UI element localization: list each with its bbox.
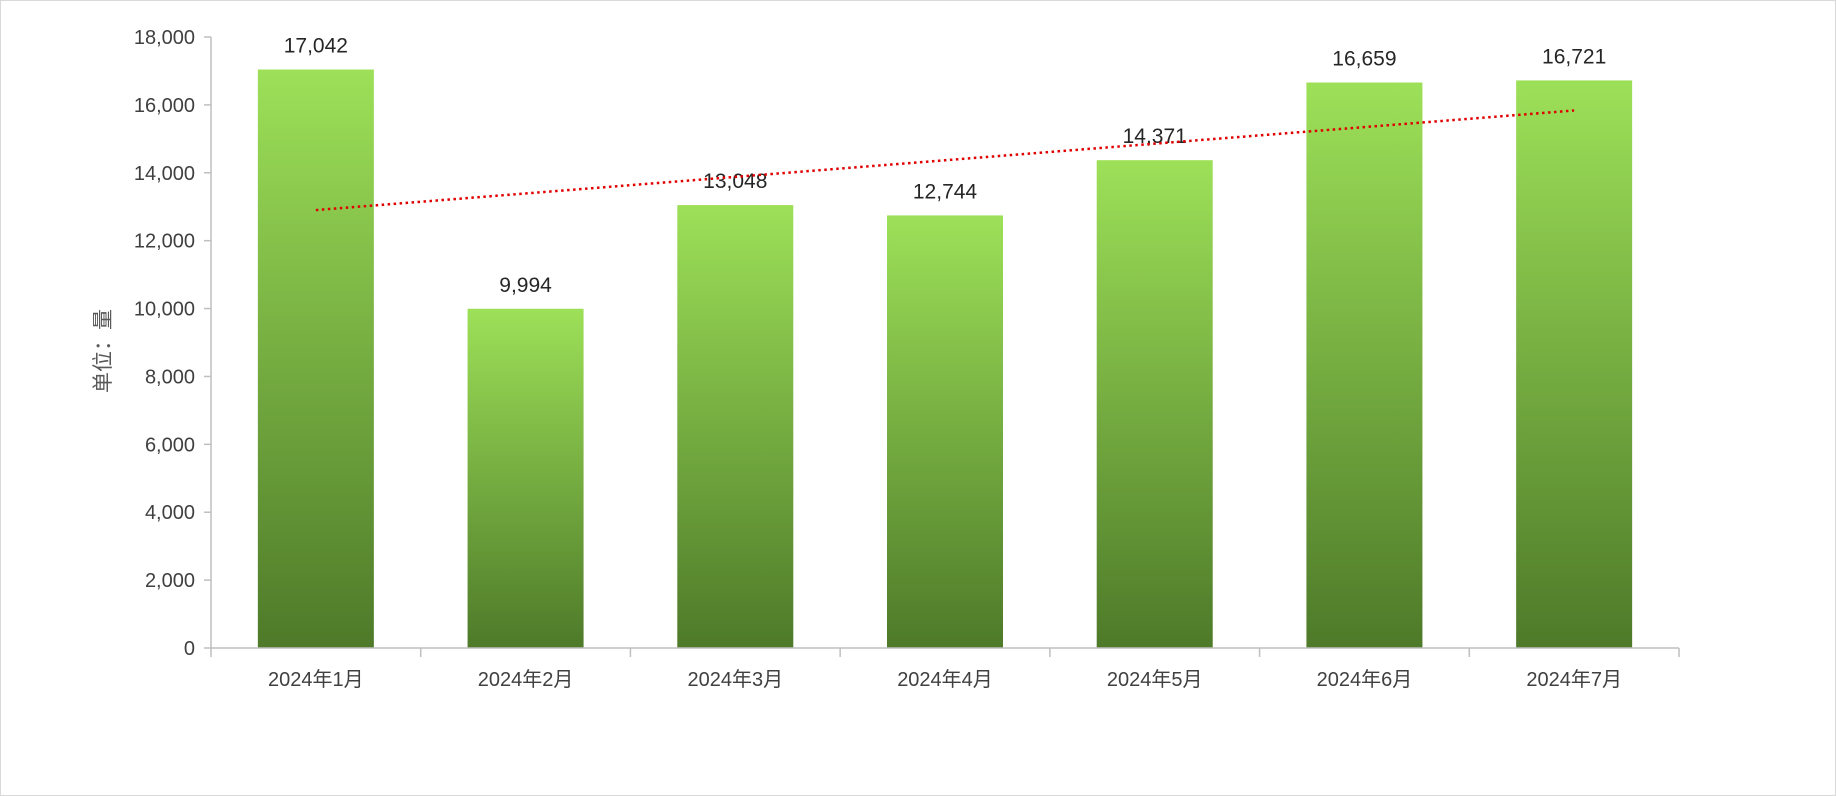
x-tick-label-5: 2024年5月 [1107,668,1203,691]
y-tick-label-8: 16,000 [134,95,195,117]
x-tick-label-2: 2024年2月 [478,668,574,691]
y-tick-label-9: 18,000 [134,27,195,49]
y-tick-label-3: 6,000 [145,434,195,456]
trendline-group [315,109,1575,212]
bar-1 [257,69,374,648]
bar-6 [1306,82,1423,648]
bars-group [257,69,1633,649]
data-label-1: 17,042 [284,35,348,58]
data-label-2: 9,994 [499,274,552,297]
data-label-7: 16,721 [1542,45,1606,68]
bar-2 [467,308,584,648]
y-tick-label-0: 0 [184,638,195,660]
y-tick-label-4: 8,000 [145,366,195,388]
x-tick-label-7: 2024年7月 [1526,668,1622,691]
x-tick-label-3: 2024年3月 [687,668,783,691]
x-tick-label-1: 2024年1月 [268,668,364,691]
y-tick-label-1: 2,000 [145,570,195,592]
data-label-3: 13,048 [703,170,767,193]
y-tick-label-2: 4,000 [145,502,195,524]
bar-3 [677,205,794,648]
y-tick-label-7: 14,000 [134,163,195,185]
labels-group: 17,042 2024年1月 9,994 2024年2月 13,048 2024年3月 12… [134,27,1622,691]
y-axis-title: 单位：量 [91,309,115,393]
data-label-6: 16,659 [1332,48,1396,71]
axes-group [204,36,1680,657]
x-tick-label-6: 2024年6月 [1317,668,1413,691]
trendline [315,109,1575,212]
data-label-4: 12,744 [913,180,978,203]
y-tick-label-6: 12,000 [134,231,195,253]
bar-5 [1096,160,1213,648]
y-tick-label-5: 10,000 [134,299,195,321]
bar-7 [1516,80,1633,649]
bar-4 [887,215,1003,649]
x-tick-label-4: 2024年4月 [897,668,993,691]
data-label-5: 14,371 [1123,125,1187,148]
